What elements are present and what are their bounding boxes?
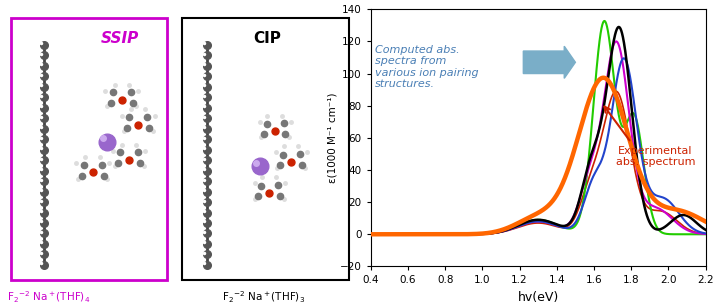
Text: Computed abs.
spectra from
various ion pairing
structures.: Computed abs. spectra from various ion p…	[374, 45, 478, 89]
Bar	[11, 18, 167, 280]
Bar	[181, 18, 349, 280]
Y-axis label: ε(1000 M⁻¹ cm⁻¹): ε(1000 M⁻¹ cm⁻¹)	[327, 93, 337, 183]
FancyArrow shape	[523, 46, 575, 78]
X-axis label: hv(eV): hv(eV)	[518, 291, 559, 304]
Text: Experimental
abs. spectrum: Experimental abs. spectrum	[616, 146, 695, 168]
Text: F$_2$$^{-2}$ Na$^+$(THF)$_4$: F$_2$$^{-2}$ Na$^+$(THF)$_4$	[7, 290, 91, 305]
Text: SSIP: SSIP	[101, 31, 139, 46]
Text: F$_2$$^{-2}$ Na$^+$(THF)$_3$: F$_2$$^{-2}$ Na$^+$(THF)$_3$	[222, 290, 305, 305]
Text: CIP: CIP	[253, 31, 282, 46]
